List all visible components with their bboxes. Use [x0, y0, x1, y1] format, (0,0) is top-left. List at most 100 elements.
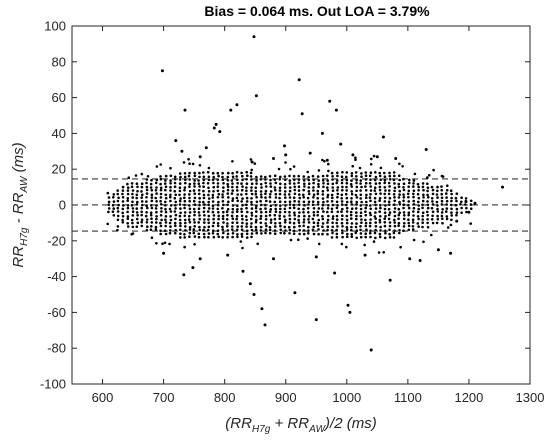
data-point [250, 200, 253, 204]
data-point [411, 225, 415, 228]
outlier-point [363, 253, 367, 257]
data-point [235, 175, 238, 178]
data-point [445, 199, 449, 203]
y-tick-label: 40 [52, 126, 66, 141]
data-point [379, 166, 383, 170]
data-point [198, 203, 201, 207]
data-point [359, 211, 363, 214]
data-point [445, 215, 449, 218]
data-point [202, 196, 206, 200]
data-point [384, 231, 387, 235]
data-point [312, 196, 315, 199]
data-point [226, 182, 229, 186]
data-point [449, 223, 453, 227]
data-point [203, 214, 206, 217]
data-point [188, 162, 191, 165]
data-point [312, 225, 316, 229]
data-point [211, 196, 215, 199]
reference-lines [72, 178, 530, 232]
data-point [264, 222, 268, 225]
data-point [359, 182, 362, 185]
outlier-point [325, 158, 329, 162]
data-point [126, 217, 130, 220]
data-point [145, 185, 149, 189]
data-point [268, 225, 272, 229]
data-point [364, 232, 368, 235]
data-point [302, 188, 306, 192]
data-point [374, 225, 378, 228]
x-tick-label: 900 [275, 390, 297, 405]
data-point [268, 200, 272, 203]
data-point [179, 221, 182, 225]
data-point [259, 193, 263, 196]
outlier-point [260, 307, 264, 311]
data-point [235, 214, 239, 218]
data-point [216, 224, 220, 228]
data-point [450, 196, 453, 200]
data-point [431, 188, 435, 192]
data-point [465, 210, 468, 214]
data-point [198, 217, 201, 221]
data-point [111, 210, 115, 213]
data-point [193, 235, 197, 238]
data-point [146, 225, 149, 228]
data-point [430, 185, 434, 189]
data-point [335, 206, 339, 210]
data-point [383, 211, 387, 214]
x-tick-label: 800 [214, 390, 236, 405]
data-point [235, 185, 239, 189]
outlier-point [182, 273, 186, 277]
data-point [150, 221, 154, 224]
data-point [360, 200, 363, 204]
data-point [374, 211, 377, 214]
data-point [112, 207, 115, 210]
outlier-point [473, 201, 477, 205]
data-point [231, 232, 235, 235]
data-point [402, 186, 405, 189]
data-point [117, 196, 120, 200]
data-point [193, 243, 196, 246]
data-point [150, 193, 154, 196]
data-point [351, 164, 355, 168]
data-point [355, 214, 358, 218]
data-point [350, 225, 353, 229]
data-point [222, 231, 225, 235]
outlier-point [467, 210, 471, 214]
data-point [383, 236, 387, 240]
data-point [279, 182, 282, 186]
data-point [226, 213, 229, 217]
data-point [435, 200, 439, 204]
data-point [288, 206, 292, 210]
data-point [321, 158, 324, 162]
data-point [259, 203, 263, 207]
data-point [359, 228, 362, 232]
data-point [374, 171, 377, 174]
data-point [130, 218, 134, 222]
data-point [326, 218, 330, 222]
data-point [454, 196, 458, 200]
data-point [188, 220, 192, 224]
data-point [388, 189, 391, 192]
data-point [402, 225, 406, 228]
data-point [430, 233, 433, 237]
data-point [303, 185, 306, 188]
data-point [379, 178, 383, 181]
data-point [136, 185, 139, 189]
data-point [211, 193, 215, 197]
data-point [240, 228, 244, 231]
y-tick-label: -80 [47, 341, 66, 356]
data-point [197, 189, 201, 192]
data-point [269, 204, 273, 207]
data-point [107, 210, 110, 214]
data-point [440, 196, 444, 200]
data-point [326, 189, 330, 192]
data-point [407, 195, 410, 199]
data-point [382, 251, 386, 254]
data-point [136, 214, 139, 217]
data-point [230, 192, 234, 195]
data-point [445, 207, 449, 210]
data-point [288, 186, 292, 189]
data-point [121, 185, 125, 189]
y-tick-label: 20 [52, 162, 66, 177]
data-point [183, 186, 187, 189]
